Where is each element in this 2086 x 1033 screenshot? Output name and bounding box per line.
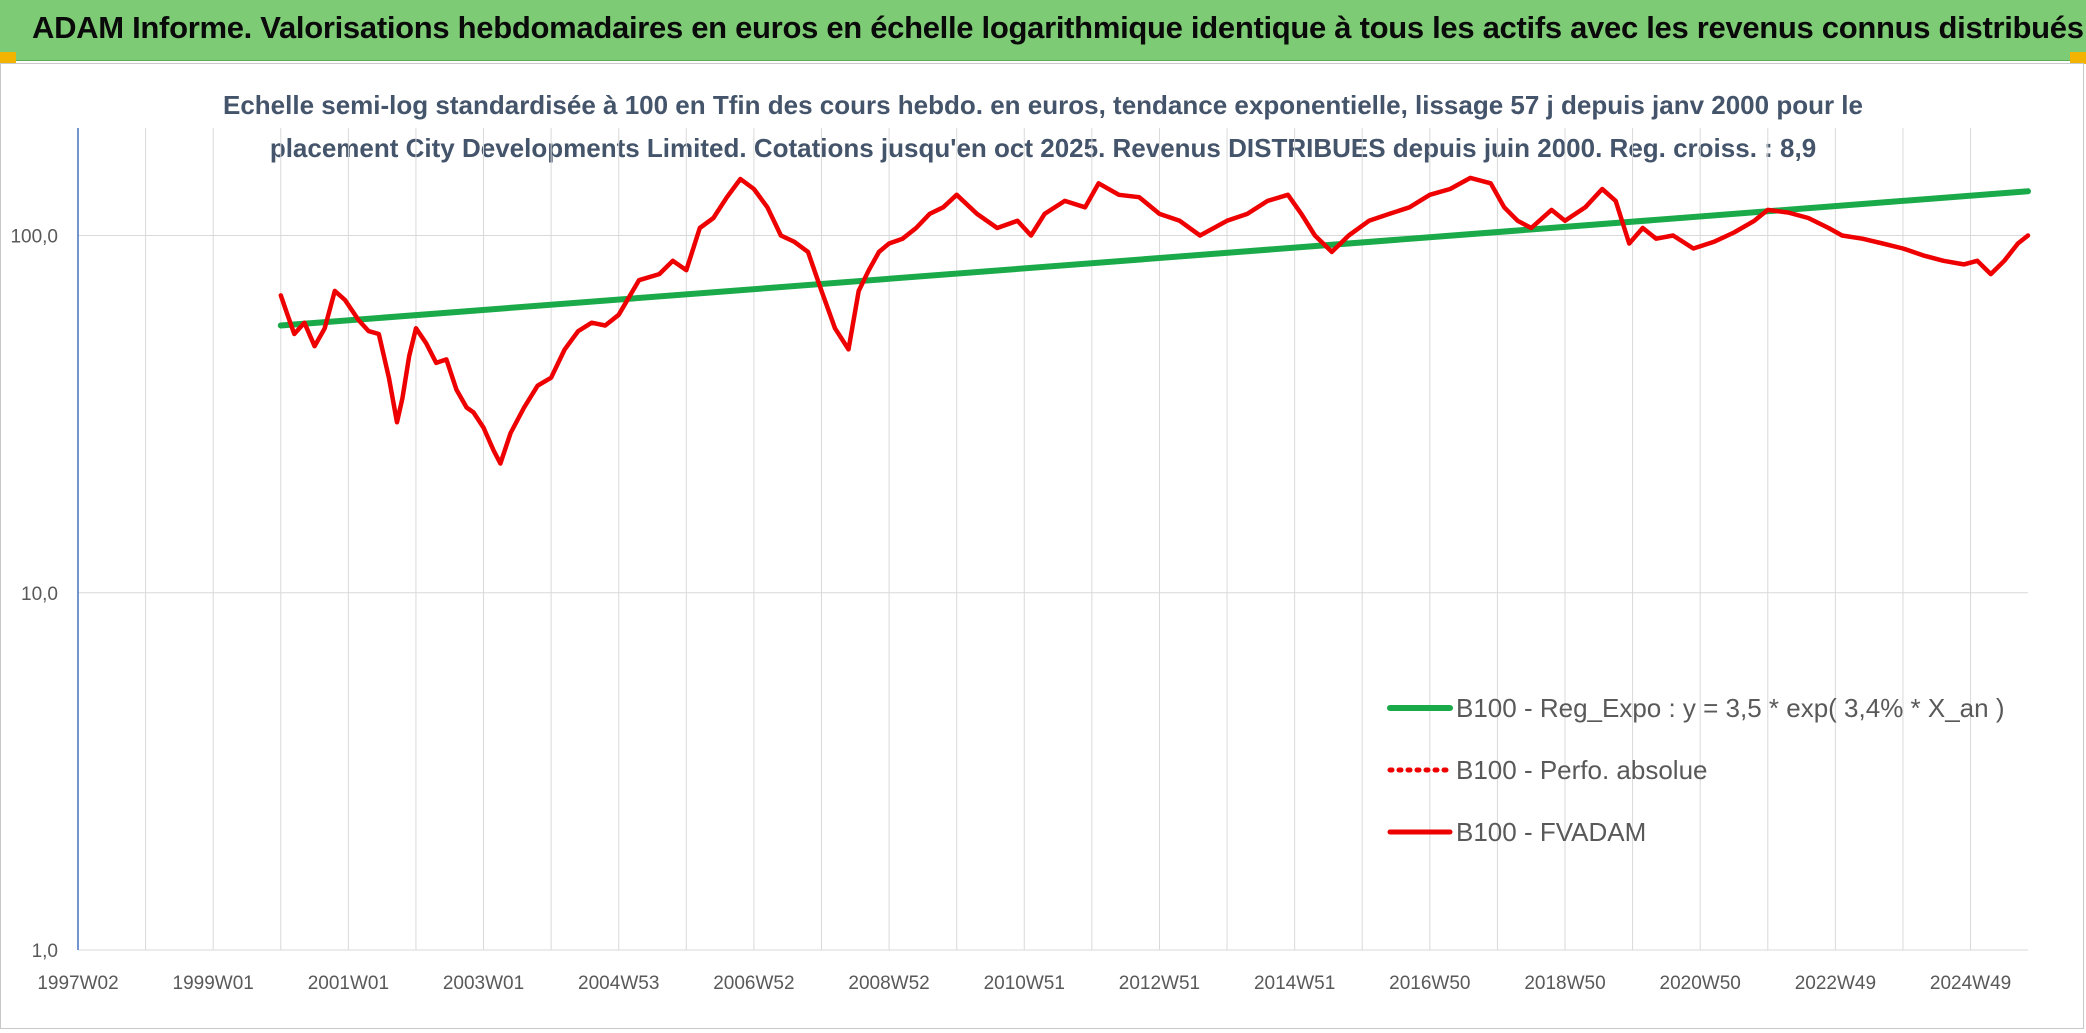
corner-accent-right (2070, 52, 2086, 64)
legend-entry-perfo-label: B100 - Perfo. absolue (1456, 755, 1708, 785)
legend: B100 - Reg_Expo : y = 3,5 * exp( 3,4% * … (1387, 693, 2005, 847)
chart-title-line-1: Echelle semi-log standardisée à 100 en T… (222, 90, 1863, 120)
x-tick-label: 2001W01 (308, 973, 389, 994)
y-tick-label: 1,0 (32, 941, 58, 962)
x-tick-label: 2018W50 (1524, 973, 1605, 994)
axes: 1,0 10,0 100,0 1997W02 1999W01 2001W01 2003W01… (10, 128, 2011, 994)
x-tick-label: 2020W50 (1660, 973, 1741, 994)
legend-entry-fvadam-label: B100 - FVADAM (1456, 817, 1646, 847)
grid (77, 128, 2028, 951)
x-tick-label: 2008W52 (848, 973, 929, 994)
x-tick-label: 2006W52 (713, 973, 794, 994)
x-tick-label: 2003W01 (443, 973, 524, 994)
legend-entry-regression-label: B100 - Reg_Expo : y = 3,5 * exp( 3,4% * … (1456, 693, 2005, 723)
report-title: ADAM Informe. Valorisations hebdomadaire… (32, 10, 2084, 45)
x-tick-label: 2022W49 (1795, 973, 1876, 994)
y-tick-label: 10,0 (21, 584, 58, 605)
x-tick-label: 2016W50 (1389, 973, 1470, 994)
chart-title-line-2: placement City Developments Limited. Cot… (269, 133, 1817, 163)
series (277, 175, 2031, 466)
corner-accent-left (0, 52, 16, 64)
x-tick-label: 1997W02 (37, 973, 118, 994)
y-tick-label: 100,0 (10, 227, 58, 248)
chart-frame (0, 63, 2084, 1029)
x-tick-label: 2004W53 (578, 973, 659, 994)
fvadam-line (278, 175, 2031, 466)
regression-line (277, 188, 2031, 329)
x-tick-label: 2010W51 (984, 973, 1065, 994)
x-tick-label: 2024W49 (1930, 973, 2011, 994)
x-tick-label: 1999W01 (173, 973, 254, 994)
x-tick-label: 2014W51 (1254, 973, 1335, 994)
report-header: ADAM Informe. Valorisations hebdomadaire… (0, 0, 2086, 61)
x-tick-label: 2012W51 (1119, 973, 1200, 994)
